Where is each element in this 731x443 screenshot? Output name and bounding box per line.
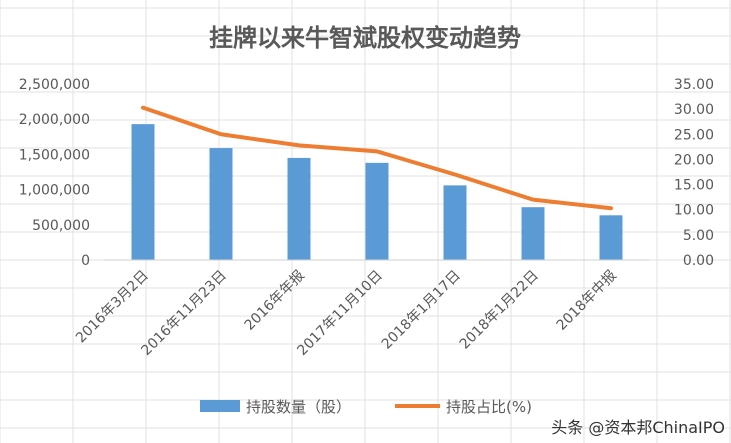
- line-point: [297, 143, 301, 147]
- line-point: [453, 173, 457, 177]
- line-point: [375, 149, 379, 153]
- left-tick-label: 0: [81, 253, 90, 269]
- line-point: [219, 132, 223, 136]
- bar: [131, 124, 155, 261]
- right-tick-label: 10.00: [674, 203, 714, 219]
- left-tick-label: 2,000,000: [19, 112, 90, 128]
- line-point: [531, 198, 535, 202]
- bar: [209, 148, 233, 260]
- line-point: [609, 206, 613, 210]
- right-tick-label: 30.00: [674, 102, 714, 118]
- legend: 持股数量（股） 持股占比(%): [200, 398, 532, 416]
- watermark-text: 头条 @资本邦ChinaIPO: [551, 418, 725, 437]
- chart-title: 挂牌以来牛智斌股权变动趋势: [209, 24, 521, 52]
- right-axis-ticks: 0.00 5.00 10.00 15.00 20.00 25.00 30.00 35.00: [674, 77, 714, 269]
- bar-series: [131, 124, 623, 261]
- left-axis-ticks: 0 500,000 1,000,000 1,500,000 2,000,000 2,500…: [19, 77, 90, 269]
- category-label: 2016年年报: [242, 268, 308, 334]
- bar: [521, 207, 545, 260]
- category-label: 2018年1月17日: [379, 268, 464, 353]
- right-tick-label: 15.00: [674, 178, 714, 194]
- bar: [365, 162, 389, 260]
- right-tick-label: 35.00: [674, 77, 714, 93]
- right-tick-label: 0.00: [683, 253, 714, 269]
- category-label: 2016年3月2日: [73, 268, 152, 347]
- left-tick-label: 1,500,000: [19, 147, 90, 163]
- bar: [443, 185, 467, 260]
- category-label: 2018年中报: [554, 268, 620, 334]
- left-tick-label: 500,000: [32, 218, 90, 234]
- right-tick-label: 20.00: [674, 152, 714, 168]
- category-label: 2017年11月10日: [294, 268, 385, 359]
- bar: [287, 157, 311, 260]
- right-tick-label: 5.00: [683, 228, 714, 244]
- left-tick-label: 1,000,000: [19, 183, 90, 199]
- legend-bar-label: 持股数量（股）: [246, 398, 351, 416]
- line-series: [141, 105, 613, 211]
- bar: [599, 215, 623, 260]
- left-tick-label: 2,500,000: [19, 77, 90, 93]
- category-label: 2016年11月23日: [138, 268, 229, 359]
- category-label: 2018年1月22日: [457, 268, 542, 353]
- line-point: [141, 106, 145, 110]
- legend-line-label: 持股占比(%): [446, 398, 532, 416]
- right-tick-label: 25.00: [674, 127, 714, 143]
- legend-bar-swatch: [200, 400, 240, 412]
